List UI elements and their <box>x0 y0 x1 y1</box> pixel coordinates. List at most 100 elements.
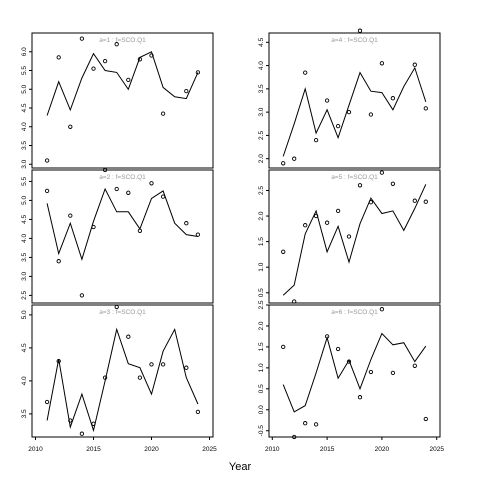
observed-point <box>44 158 50 163</box>
observed-point <box>160 362 166 367</box>
y-tick-label: 1.0 <box>258 262 265 271</box>
x-tick-label: 2025 <box>202 446 217 453</box>
x-axis-label: Year <box>229 461 252 473</box>
y-tick-label: 5.0 <box>21 196 28 205</box>
observed-point <box>313 213 319 219</box>
observed-point <box>184 365 189 370</box>
observed-point <box>368 112 374 117</box>
observed-point <box>412 363 417 368</box>
y-tick-label: 5.0 <box>21 310 28 319</box>
observed-point <box>68 418 73 423</box>
y-tick-label: 2.5 <box>258 131 265 140</box>
observed-point <box>79 36 85 41</box>
observed-point <box>137 228 143 233</box>
observed-point <box>313 422 319 427</box>
observed-point <box>137 375 143 380</box>
y-tick-label: 4.0 <box>21 122 28 131</box>
panel-frame <box>268 304 441 438</box>
y-tick-label: 2.5 <box>21 291 28 300</box>
y-tick-label: 2.0 <box>258 211 265 220</box>
y-tick-label: 4.0 <box>258 61 265 70</box>
observed-point <box>292 299 297 304</box>
observed-point <box>324 98 330 103</box>
panel-frame <box>31 304 214 438</box>
observed-point <box>357 183 363 188</box>
y-tick-label: 4.5 <box>21 215 28 224</box>
fitted-line <box>282 332 427 413</box>
observed-point <box>114 304 119 310</box>
observed-point <box>126 77 131 83</box>
panel-5: a=3 : f=SCO.Q1 3.5 4.0 4.5 5.0 2010 2015 2020 20… <box>21 304 217 453</box>
panel-frame <box>31 169 214 304</box>
observed-point <box>423 199 428 204</box>
y-tick-label: 0.5 <box>258 288 265 297</box>
observed-point <box>68 124 73 129</box>
observed-point <box>346 109 352 115</box>
observed-point <box>281 161 286 166</box>
fitted-line <box>46 327 199 433</box>
observed-point <box>91 421 96 426</box>
fitted-line <box>282 184 427 296</box>
y-tick-label: 5.5 <box>21 177 28 186</box>
observed-point <box>184 221 189 226</box>
observed-point <box>56 358 61 364</box>
observed-point <box>68 213 73 218</box>
observed-point <box>149 53 154 58</box>
observed-point <box>335 208 341 214</box>
y-tick-label: 1.5 <box>258 237 265 246</box>
panel-title: a=2 : f=SCO.Q1 <box>99 174 146 181</box>
panel-title: a=3 : f=SCO.Q1 <box>99 309 146 316</box>
panel-4: a=5 : f=SCO.Q1 0.5 1.0 1.5 2.0 2.5 <box>258 169 441 304</box>
observed-point <box>195 70 201 75</box>
observed-point <box>335 123 341 129</box>
observed-point <box>346 234 352 239</box>
observed-point <box>160 111 166 116</box>
observed-point <box>346 359 352 364</box>
observed-point <box>379 307 385 312</box>
observed-point <box>292 434 297 440</box>
observed-point <box>102 58 108 64</box>
observed-point <box>412 62 417 67</box>
y-tick-label: 4.5 <box>258 37 265 46</box>
observed-point <box>303 421 308 426</box>
x-tick-label: 2015 <box>86 446 101 453</box>
panel-1: a=1 : f=SCO.Q1 3.0 3.5 4.0 4.5 5.0 5.5 6.0 <box>21 32 214 169</box>
observed-point <box>44 399 50 405</box>
y-tick-label: 4.5 <box>21 343 28 352</box>
observed-point <box>56 55 61 60</box>
x-tick-label: 2015 <box>320 446 335 453</box>
panel-title: a=1 : f=SCO.Q1 <box>99 37 146 44</box>
x-tick-label: 2010 <box>28 446 43 453</box>
x-tick-label: 2020 <box>144 446 159 453</box>
x-tick-label: 2020 <box>375 446 390 453</box>
observed-point <box>368 200 374 205</box>
observed-point <box>114 42 119 47</box>
observed-point <box>368 369 374 375</box>
y-tick-label: 4.5 <box>21 103 28 112</box>
observed-point <box>335 346 341 352</box>
observed-point <box>102 375 108 380</box>
observed-point <box>357 395 363 400</box>
y-tick-label: 4.0 <box>21 234 28 243</box>
panel-frame <box>268 32 441 169</box>
observed-point <box>44 188 50 194</box>
panel-title: a=4 : f=SCO.Q1 <box>331 37 378 44</box>
y-tick-label: 3.5 <box>21 253 28 262</box>
x-tick-label: 2025 <box>429 446 444 453</box>
panel-title: a=6 : f=SCO.Q1 <box>331 309 378 316</box>
fitted-line <box>46 187 198 261</box>
y-tick-label: 3.5 <box>258 84 265 93</box>
observed-point <box>379 170 385 175</box>
observed-point <box>303 223 308 228</box>
y-tick-label: 6.0 <box>21 47 28 56</box>
observed-point <box>137 57 143 62</box>
observed-point <box>79 431 85 436</box>
panel-frame <box>268 169 441 304</box>
y-tick-label: 2.0 <box>258 154 265 163</box>
y-tick-label: 3.5 <box>21 409 28 418</box>
observed-point <box>357 28 363 33</box>
observed-point <box>149 181 154 186</box>
observed-point <box>423 416 428 422</box>
